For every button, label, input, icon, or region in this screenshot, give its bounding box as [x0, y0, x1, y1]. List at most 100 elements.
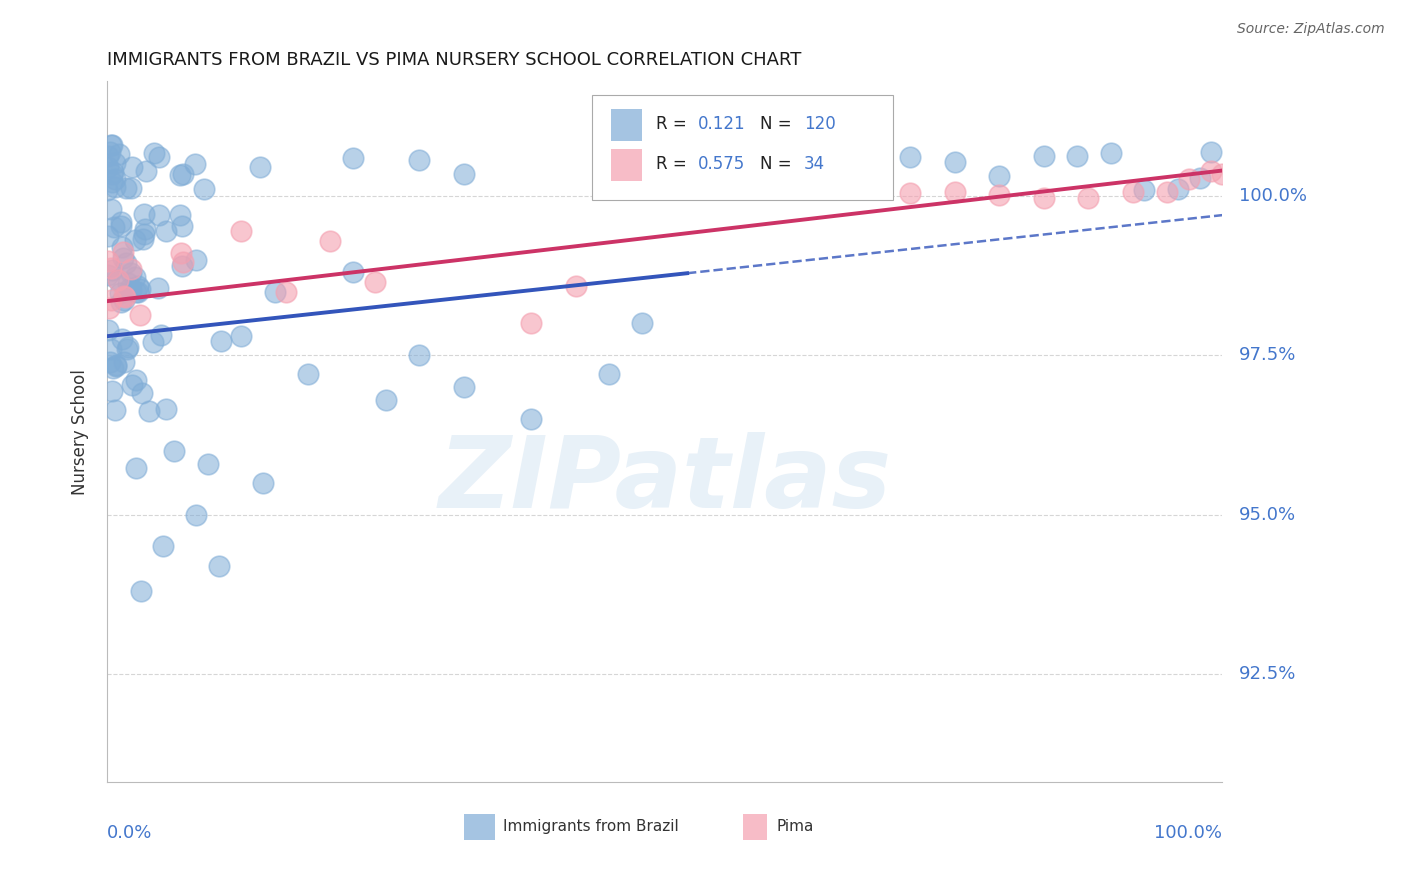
Point — [1066, 149, 1088, 163]
FancyBboxPatch shape — [592, 95, 893, 201]
Point — [97, 268, 120, 282]
Point — [111, 240, 134, 254]
Point — [1099, 146, 1122, 161]
Point — [1199, 145, 1222, 159]
Point — [375, 392, 398, 407]
Point — [110, 219, 132, 234]
Point — [184, 157, 207, 171]
Point — [117, 340, 139, 354]
Point — [98, 355, 121, 369]
Point — [142, 334, 165, 349]
Point — [134, 227, 156, 241]
Point — [129, 282, 152, 296]
Point — [209, 334, 232, 349]
Point — [129, 584, 152, 599]
Point — [155, 224, 177, 238]
Point — [120, 283, 142, 297]
Point — [1178, 172, 1201, 186]
Point — [172, 167, 194, 181]
Point — [364, 275, 387, 289]
Text: N =: N = — [759, 155, 796, 173]
Point — [1167, 182, 1189, 196]
Point — [134, 222, 156, 236]
Point — [252, 475, 274, 490]
Text: IMMIGRANTS FROM BRAZIL VS PIMA NURSERY SCHOOL CORRELATION CHART: IMMIGRANTS FROM BRAZIL VS PIMA NURSERY S… — [107, 51, 801, 69]
Text: Immigrants from Brazil: Immigrants from Brazil — [503, 819, 679, 834]
Point — [100, 138, 122, 153]
Point — [107, 273, 129, 287]
Point — [520, 317, 543, 331]
Point — [115, 255, 138, 269]
Point — [142, 146, 165, 161]
Point — [101, 165, 124, 179]
Point — [100, 342, 122, 356]
FancyBboxPatch shape — [612, 110, 643, 141]
Point — [101, 360, 124, 375]
Point — [249, 160, 271, 174]
Point — [319, 234, 342, 248]
Point — [117, 276, 139, 290]
Point — [97, 161, 120, 175]
Point — [124, 233, 146, 247]
Point — [855, 182, 877, 196]
Point — [114, 290, 136, 304]
Point — [104, 359, 127, 373]
Point — [1211, 167, 1233, 181]
Text: 100.0%: 100.0% — [1239, 187, 1308, 205]
Point — [121, 377, 143, 392]
Point — [104, 156, 127, 170]
Text: R =: R = — [655, 155, 692, 173]
Point — [104, 180, 127, 194]
Text: 92.5%: 92.5% — [1239, 665, 1296, 682]
Point — [96, 183, 118, 197]
Point — [110, 294, 132, 309]
Point — [132, 232, 155, 246]
Text: 0.575: 0.575 — [699, 155, 745, 173]
Point — [124, 270, 146, 285]
Point — [170, 259, 193, 273]
Point — [120, 181, 142, 195]
Point — [100, 202, 122, 217]
Text: 100.0%: 100.0% — [1154, 824, 1222, 842]
Point — [898, 186, 921, 200]
Point — [125, 460, 148, 475]
Text: Source: ZipAtlas.com: Source: ZipAtlas.com — [1237, 22, 1385, 37]
Point — [821, 172, 844, 186]
Point — [101, 384, 124, 399]
FancyBboxPatch shape — [464, 814, 495, 840]
Point — [146, 280, 169, 294]
Point — [1188, 170, 1211, 185]
Point — [120, 262, 142, 277]
Text: 0.0%: 0.0% — [107, 824, 153, 842]
Text: 0.121: 0.121 — [699, 115, 745, 133]
Point — [821, 171, 844, 186]
Point — [120, 281, 142, 295]
Point — [125, 373, 148, 387]
Point — [186, 252, 208, 267]
Point — [1122, 185, 1144, 199]
Point — [150, 327, 173, 342]
Point — [148, 208, 170, 222]
Point — [170, 219, 193, 233]
Point — [342, 265, 364, 279]
Point — [97, 229, 120, 244]
Point — [131, 386, 153, 401]
Point — [943, 185, 966, 199]
Point — [564, 278, 586, 293]
Point — [112, 355, 135, 369]
Point — [453, 167, 475, 181]
Point — [148, 150, 170, 164]
Point — [97, 149, 120, 163]
Text: 95.0%: 95.0% — [1239, 506, 1296, 524]
Point — [108, 286, 131, 301]
Point — [169, 246, 191, 260]
Point — [787, 170, 810, 185]
Point — [229, 224, 252, 238]
Point — [263, 285, 285, 299]
Point — [163, 443, 186, 458]
Text: 120: 120 — [804, 115, 837, 133]
Point — [152, 540, 174, 554]
Point — [855, 145, 877, 159]
Point — [988, 169, 1011, 183]
Point — [186, 508, 208, 522]
